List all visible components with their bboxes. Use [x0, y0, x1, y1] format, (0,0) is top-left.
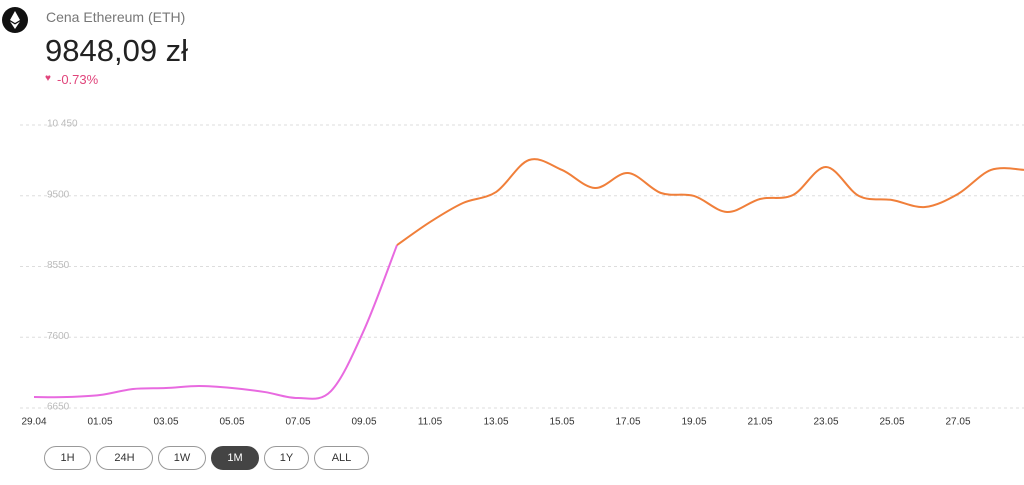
y-tick-label: 8550: [47, 260, 70, 271]
x-tick-label: 25.05: [879, 417, 904, 428]
x-tick-label: 13.05: [483, 417, 508, 428]
price-line: [33, 244, 398, 400]
y-tick-label: 6650: [47, 402, 70, 413]
x-tick-label: 21.05: [747, 417, 772, 428]
y-tick-label: 9500: [47, 189, 70, 200]
range-buttons: 1H 24H 1W 1M 1Y ALL: [44, 446, 369, 470]
x-tick-label: 19.05: [681, 417, 706, 428]
price-change: -0.73%: [57, 72, 99, 87]
x-tick-label: 29.04: [21, 417, 46, 428]
y-tick-label: 7600: [47, 331, 70, 342]
asset-title: Cena Ethereum (ETH): [46, 9, 186, 25]
range-button[interactable]: 24H: [96, 446, 153, 470]
range-button[interactable]: 1Y: [264, 446, 309, 470]
x-tick-label: 03.05: [153, 417, 178, 428]
x-tick-label: 17.05: [615, 417, 640, 428]
price: 9848,09 zł: [45, 33, 189, 68]
x-tick-label: 05.05: [219, 417, 244, 428]
price-line: [396, 158, 1024, 246]
x-tick-label: 11.05: [418, 417, 443, 428]
x-tick-label: 15.05: [549, 417, 574, 428]
x-tick-label: 27.05: [945, 417, 970, 428]
x-tick-label: 07.05: [285, 417, 310, 428]
y-tick-label: 10 450: [47, 119, 78, 130]
x-tick-label: 23.05: [813, 417, 838, 428]
range-button[interactable]: ALL: [314, 446, 369, 470]
x-tick-label: 01.05: [87, 417, 112, 428]
range-button[interactable]: 1H: [44, 446, 91, 470]
range-button[interactable]: 1W: [158, 446, 206, 470]
x-tick-label: 09.05: [351, 417, 376, 428]
eth-icon: [2, 7, 28, 33]
change-icon: ♥: [45, 73, 51, 84]
range-button[interactable]: 1M: [211, 446, 259, 470]
